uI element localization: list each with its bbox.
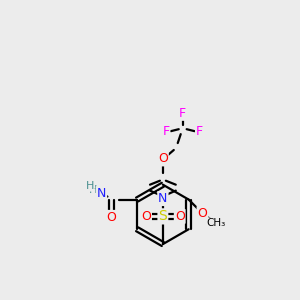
Text: CH₃: CH₃ [207,218,226,228]
Text: N: N [158,192,168,205]
Text: O: O [175,210,185,223]
Text: F: F [162,125,169,138]
Text: H: H [89,184,98,195]
Text: O: O [198,207,207,220]
Text: O: O [106,211,116,224]
Text: F: F [196,125,203,138]
Text: O: O [141,210,151,223]
Text: F: F [179,107,186,120]
Text: N: N [97,187,106,200]
Text: S: S [158,209,167,224]
Text: H: H [85,181,94,191]
Text: O: O [158,152,168,165]
